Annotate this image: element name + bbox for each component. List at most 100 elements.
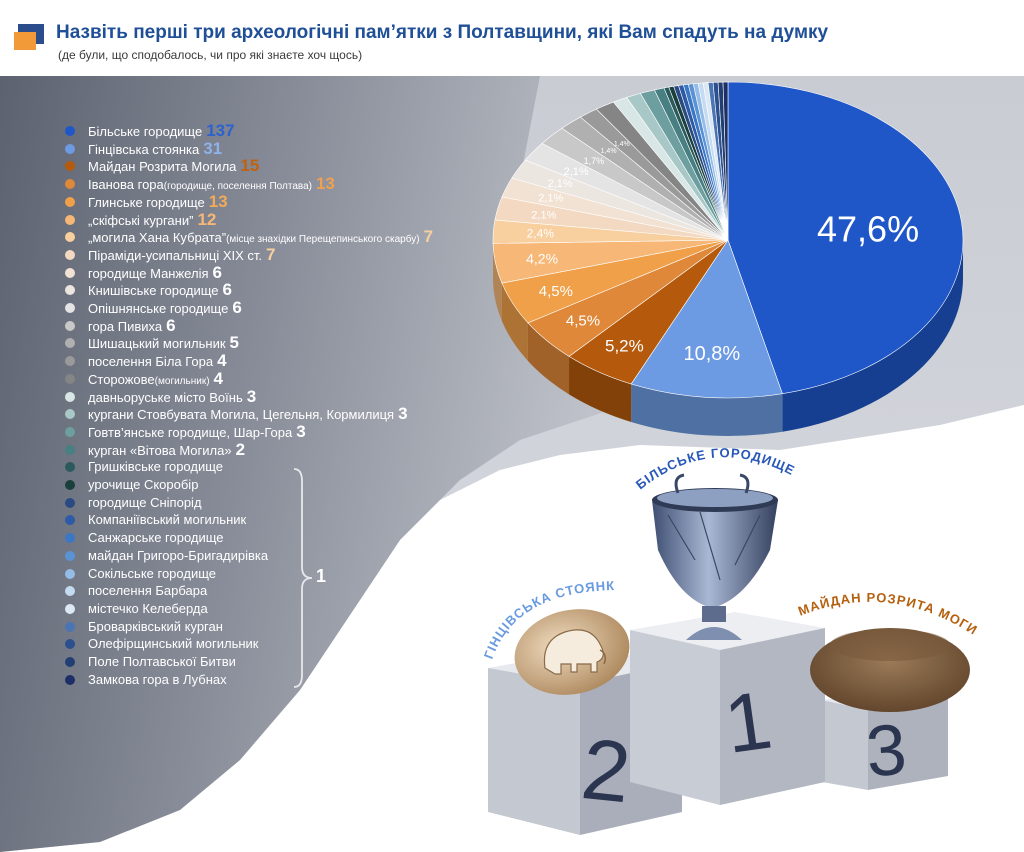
legend-note: (могильник) [154, 375, 210, 387]
legend-name: Замкова гора в Лубнах [88, 671, 227, 687]
legend-label: Іванова гора(городище, поселення Полтава… [88, 175, 335, 196]
legend-name: „могила Хана Кубрата” [88, 230, 227, 246]
legend-swatch [65, 674, 75, 685]
group-brace [293, 468, 313, 688]
legend-swatch [65, 232, 75, 243]
legend-name: кургани Стовбувата Могила, Цегельня, Кор… [88, 407, 395, 423]
cauldron-icon [652, 473, 778, 640]
legend-swatch [65, 480, 75, 490]
dark-panel [0, 76, 640, 852]
pie-slice-side [631, 383, 783, 436]
mound-icon [810, 628, 970, 712]
pie-label: 2,4% [527, 226, 555, 240]
legend-name: Глинське городище [88, 194, 205, 210]
pie-label: 47,6% [817, 209, 919, 250]
legend-label: Поле Полтавської Битви [88, 653, 236, 671]
legend-swatch [65, 143, 75, 154]
legend-swatch [65, 285, 75, 296]
legend-name: Книшівське городище [88, 283, 219, 299]
legend-count: 15 [240, 156, 260, 176]
legend-label: Сокільське городище [88, 565, 216, 583]
legend-label: городище Манжелія 6 [88, 262, 222, 283]
pie-slice [727, 81, 964, 395]
legend-name: майдан Григоро-Бригадирівка [88, 547, 269, 563]
legend-swatch [65, 356, 75, 367]
legend-swatch [65, 426, 75, 437]
legend-label: Олефірщинський могильник [88, 635, 259, 653]
legend-count: 3 [296, 421, 306, 441]
legend-note: (городище, поселення Полтава) [163, 181, 312, 193]
pie-label: 2,1% [564, 166, 589, 178]
legend-count: 4 [217, 351, 227, 371]
pie-slice-side [569, 356, 632, 422]
legend-name: давньоруське місто Воїнь [88, 389, 243, 405]
legend-count: 137 [206, 121, 235, 140]
legend-note: (місце знахідки Перещепинського скарбу) [226, 234, 420, 246]
legend-label: гора Пивиха 6 [88, 315, 176, 336]
legend-swatch [65, 550, 75, 561]
legend-label: Гінцівська стоянка 31 [88, 139, 222, 159]
legend-swatch [65, 444, 75, 455]
pie-label: 2,1% [538, 193, 563, 205]
pie-slice-side [782, 240, 963, 432]
legend-name: Іванова гора [88, 177, 164, 193]
pie-label: 1,7% [584, 156, 605, 166]
legend-swatch [65, 320, 75, 331]
legend-label: Опішнянське городище 6 [88, 299, 242, 318]
legend-name: Опішнянське городище [88, 301, 229, 316]
legend-name: Сокільське городище [88, 565, 216, 581]
legend-label: Говтв’янське городище, Шар-Гора 3 [88, 421, 306, 442]
legend-swatch [65, 515, 75, 526]
legend-name: Броварківський курган [88, 618, 223, 634]
legend-count: 7 [423, 227, 434, 247]
legend-count: 3 [246, 386, 257, 406]
legend-name: поселення Барбара [88, 583, 208, 599]
legend-count: 3 [398, 404, 408, 424]
chart-subtitle: (де були, що сподобалось, чи про які зна… [58, 48, 363, 62]
legend-label: Шишацький могильник 5 [88, 334, 239, 353]
legend-label: давньоруське місто Воїнь 3 [88, 386, 257, 407]
legend-swatch [65, 179, 75, 190]
legend-count: 2 [235, 439, 246, 459]
legend-swatch [65, 621, 75, 632]
legend-swatch [65, 603, 75, 614]
group-count: 1 [316, 566, 327, 586]
legend-count: 6 [232, 298, 242, 317]
legend-label: урочище Скоробір [88, 476, 198, 494]
pie-label: 4,5% [566, 313, 600, 330]
podium-block-3 [822, 690, 948, 790]
pie-label: 4,5% [539, 283, 573, 300]
legend-count: 4 [213, 368, 223, 388]
legend-label: Книшівське городище 6 [88, 281, 232, 300]
pie-slice-side [501, 283, 528, 361]
legend-label: курган «Вітова Могила» 2 [88, 439, 246, 460]
pie-label: 1,4% [614, 141, 630, 148]
legend-name: поселення Біла Гора [88, 354, 214, 370]
legend-label: Сторожове(могильник) 4 [88, 368, 223, 391]
pie-label: 4,2% [526, 251, 558, 267]
legend-swatch [65, 249, 75, 260]
legend-label: „скіфські кургани” 12 [88, 210, 216, 230]
legend-label: Замкова гора в Лубнах [88, 671, 227, 689]
chart-title: Назвіть перші три археологічні пам’ятки … [56, 22, 829, 43]
legend-count: 6 [166, 315, 176, 335]
legend-label: Піраміди-усипальниці XIX ст. 7 [88, 245, 275, 265]
legend-label: кургани Стовбувата Могила, Цегельня, Кор… [88, 405, 408, 424]
legend-name: Санжарське городище [88, 530, 224, 546]
legend-name: курган «Вітова Могила» [88, 442, 232, 458]
legend-name: Компаніївський могильник [88, 512, 247, 528]
legend-name: Гінцівська стоянка [88, 141, 200, 157]
mammoth-stone-icon [514, 609, 630, 695]
legend-name: городище Сніпорід [88, 494, 202, 510]
legend-name: „скіфські кургани” [88, 212, 194, 228]
legend-swatch [65, 639, 75, 650]
legend-name: Олефірщинський могильник [88, 636, 259, 652]
legend-swatch [65, 657, 75, 667]
legend-label: Санжарське городище [88, 529, 224, 547]
legend-count: 6 [212, 262, 222, 282]
legend-swatch [65, 373, 75, 384]
legend-label: Гришківське городище [88, 458, 223, 476]
legend-label: містечко Келеберда [88, 600, 208, 618]
legend-swatch [65, 533, 75, 544]
